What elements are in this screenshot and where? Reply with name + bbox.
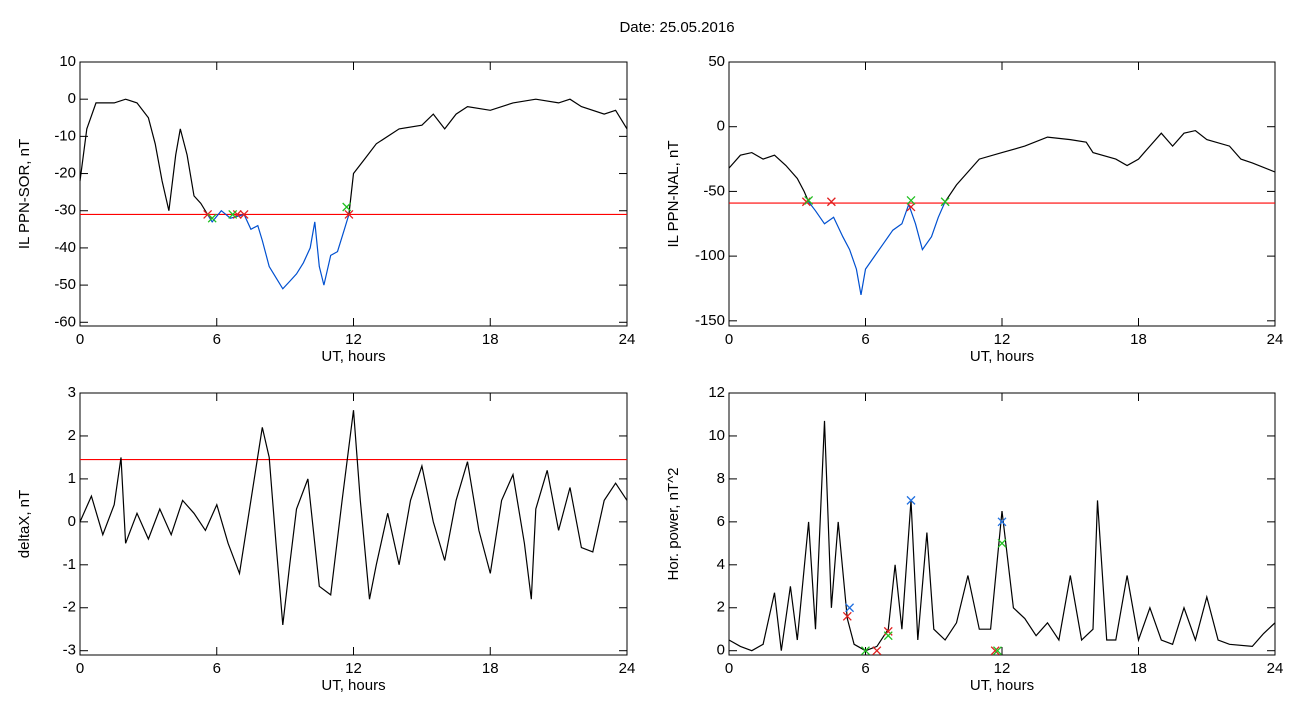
- y-tick-label: -50: [54, 276, 76, 293]
- x-tick-label: 0: [76, 331, 84, 348]
- marker: [845, 603, 855, 613]
- marker: [861, 646, 870, 656]
- marker: [906, 495, 916, 505]
- x-tick-label: 18: [1130, 331, 1147, 348]
- data-line: [207, 209, 350, 290]
- y-tick-label: -30: [54, 202, 76, 219]
- y-tick-label: 0: [68, 90, 76, 107]
- x-tick-label: 24: [1267, 660, 1284, 677]
- y-tick-label: 6: [717, 513, 725, 530]
- data-line: [944, 129, 1276, 203]
- y-tick-label: 2: [717, 599, 725, 616]
- x-tick-label: 18: [1130, 660, 1147, 677]
- data-line: [728, 420, 1276, 652]
- x-tick-label: 6: [861, 331, 869, 348]
- figure-title: Date: 25.05.2016: [619, 19, 734, 36]
- y-tick-label: 0: [717, 118, 725, 135]
- y-tick-label: 4: [717, 556, 725, 573]
- plot-frame: [728, 61, 1276, 327]
- x-tick-label: 12: [345, 660, 362, 677]
- marker: [906, 196, 916, 205]
- y-tick-label: -100: [695, 247, 725, 264]
- plot-frame: [728, 392, 1276, 656]
- y-tick-label: -1: [63, 556, 76, 573]
- y-tick-label: 50: [708, 53, 725, 70]
- y-tick-label: 12: [708, 384, 725, 401]
- marker: [872, 646, 882, 656]
- y-tick-label: 2: [68, 427, 76, 444]
- data-line: [79, 410, 628, 625]
- x-tick-label: 6: [213, 660, 221, 677]
- marker: [883, 626, 893, 636]
- y-tick-label: -2: [63, 599, 76, 616]
- y-tick-label: -3: [63, 642, 76, 659]
- y-tick-label: -50: [703, 182, 725, 199]
- marker: [804, 196, 814, 205]
- marker: [239, 209, 249, 219]
- y-axis-label: deltaX, nT: [16, 490, 33, 558]
- y-tick-label: 10: [59, 53, 76, 70]
- plot-frame: [79, 61, 628, 327]
- y-tick-label: -150: [695, 312, 725, 329]
- x-tick-label: 0: [725, 331, 733, 348]
- x-axis-label: UT, hours: [321, 348, 385, 365]
- data-line: [728, 151, 810, 203]
- y-tick-label: 1: [68, 470, 76, 487]
- y-axis-label: IL PPN-NAL, nT: [665, 141, 682, 248]
- marker: [906, 202, 916, 212]
- x-tick-label: 6: [213, 331, 221, 348]
- data-line: [808, 201, 946, 296]
- marker: [883, 631, 893, 641]
- y-tick-label: 0: [717, 642, 725, 659]
- x-tick-label: 24: [619, 331, 636, 348]
- x-tick-label: 0: [725, 660, 733, 677]
- x-tick-label: 24: [1267, 331, 1284, 348]
- marker: [990, 646, 1000, 656]
- x-tick-label: 0: [76, 660, 84, 677]
- y-tick-label: 10: [708, 427, 725, 444]
- x-tick-label: 18: [482, 660, 499, 677]
- marker: [842, 611, 852, 621]
- x-tick-label: 12: [994, 331, 1011, 348]
- marker: [997, 538, 1007, 548]
- x-tick-label: 12: [345, 331, 362, 348]
- marker: [342, 202, 352, 212]
- x-tick-label: 18: [482, 331, 499, 348]
- y-tick-label: -60: [54, 313, 76, 330]
- marker: [344, 209, 354, 219]
- x-tick-label: 6: [861, 660, 869, 677]
- data-line: [348, 98, 628, 215]
- y-tick-label: 3: [68, 384, 76, 401]
- y-tick-label: -40: [54, 239, 76, 256]
- data-line: [79, 98, 209, 215]
- y-tick-label: -10: [54, 127, 76, 144]
- y-axis-label: IL PPN-SOR, nT: [16, 139, 33, 249]
- y-tick-label: 0: [68, 513, 76, 530]
- y-axis-label: Hor. power, nT^2: [665, 468, 682, 581]
- marker: [992, 646, 1002, 656]
- marker: [940, 197, 950, 207]
- marker: [801, 197, 811, 207]
- x-axis-label: UT, hours: [970, 677, 1034, 694]
- marker: [997, 517, 1007, 527]
- plot-frame: [79, 392, 628, 656]
- marker: [228, 209, 238, 219]
- marker: [826, 197, 836, 207]
- y-tick-label: -20: [54, 165, 76, 182]
- x-axis-label: UT, hours: [970, 348, 1034, 365]
- x-tick-label: 24: [619, 660, 636, 677]
- marker: [207, 213, 217, 223]
- x-tick-label: 12: [994, 660, 1011, 677]
- y-tick-label: 8: [717, 470, 725, 487]
- x-axis-label: UT, hours: [321, 677, 385, 694]
